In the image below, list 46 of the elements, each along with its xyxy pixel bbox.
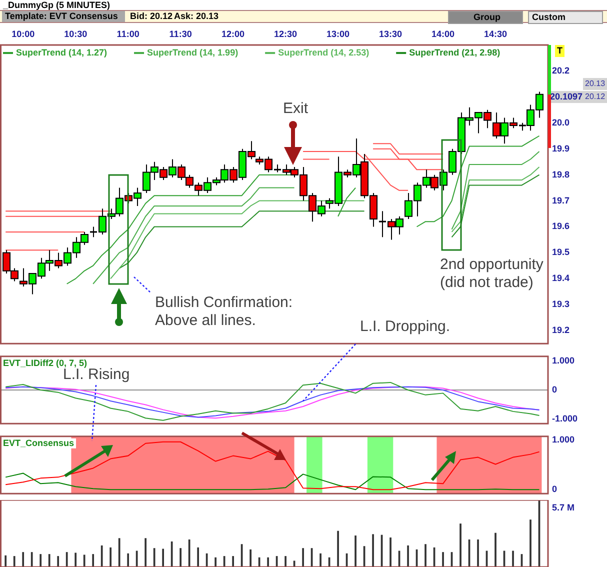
legend-label: SuperTrend (14, 1.99) [147, 47, 238, 58]
text: Ask: 20.13 [174, 11, 219, 22]
text: 20.13 [585, 79, 606, 88]
y-tick-label: 20.0 [552, 117, 570, 128]
y-tick-label: 19.4 [552, 273, 570, 284]
text: Bid: 20.12 [130, 11, 173, 22]
text: 5.7 M [552, 502, 575, 512]
annotation: 2nd opportunity (did not trade) [440, 256, 544, 292]
text: Custom [528, 11, 603, 24]
chart-title: EVT_LIDiff2 (0, 7, 5) [3, 358, 88, 368]
annotation: Exit [283, 100, 309, 118]
y-tick-label: 19.8 [552, 169, 570, 180]
text: Group [448, 11, 523, 24]
x-tick-label: 10:30 [64, 29, 88, 40]
text: Template: EVT Consensus [2, 11, 125, 22]
chart-title: _DummyGp (5 MINUTES) [0, 0, 607, 11]
y-tick-label: 1.000 [552, 434, 575, 444]
x-tick-label: 13:30 [379, 29, 402, 40]
y-tick-label: 19.2 [552, 325, 570, 336]
x-tick-label: 11:00 [116, 29, 140, 40]
chart-title: EVT_Consensus [3, 438, 74, 448]
y-tick-label: 19.7 [552, 195, 570, 206]
x-tick-label: 10:00 [12, 29, 35, 40]
x-tick-label: 14:30 [484, 29, 508, 40]
y-tick-label: 19.6 [552, 221, 570, 232]
x-tick-label: 14:00 [432, 29, 455, 40]
x-tick-label: 12:00 [222, 29, 245, 40]
y-tick-label: 19.3 [552, 299, 570, 310]
y-tick-label: 20.2 [552, 65, 570, 76]
text: T [557, 45, 563, 56]
y-tick-label: 1.000 [552, 356, 575, 366]
y-tick-label: 19.9 [552, 143, 570, 154]
annotation: L.I. Dropping. [360, 318, 450, 335]
y-tick-label: -1.000 [552, 413, 578, 424]
x-tick-label: 11:30 [169, 29, 192, 40]
legend-label: SuperTrend (14, 1.27) [16, 47, 108, 58]
x-tick-label: 13:00 [326, 29, 350, 40]
y-tick-label: 0 [552, 384, 558, 394]
legend-label: SuperTrend (14, 2.53) [278, 47, 370, 58]
annotation: Bullish Confirmation: Above all lines. [155, 294, 293, 330]
y-tick-label: 0 [552, 484, 558, 494]
legend-label: SuperTrend (21, 2.98) [409, 47, 500, 58]
text: 20.1097 [550, 91, 583, 102]
y-tick-label: 19.5 [552, 247, 570, 258]
text: 20.12 [585, 92, 606, 102]
x-tick-label: 12:30 [274, 29, 298, 40]
